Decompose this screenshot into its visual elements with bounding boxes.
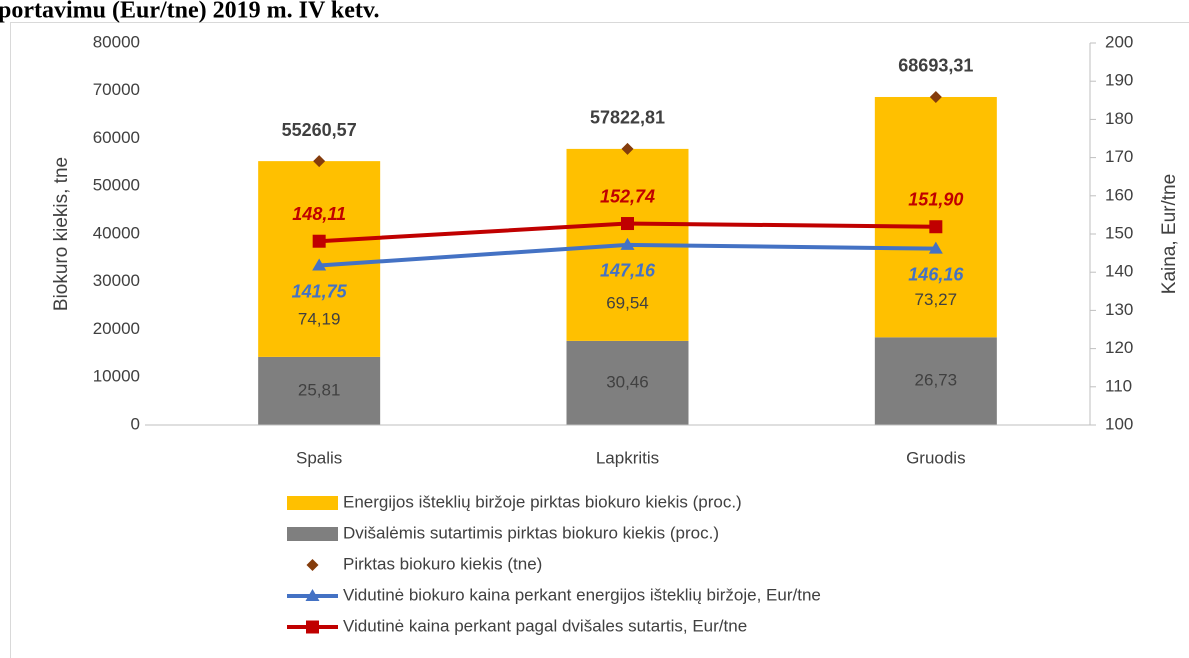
- line-marker: [621, 217, 634, 231]
- y2-tick-label: 140: [1105, 262, 1133, 281]
- legend-swatch: [287, 527, 338, 541]
- x-tick-label: Gruodis: [906, 448, 966, 467]
- total-marker: [929, 90, 942, 103]
- legend-label: Pirktas biokuro kiekis (tne): [343, 554, 542, 573]
- y-tick-label: 60000: [93, 128, 140, 147]
- line-value-label: 151,90: [908, 189, 963, 209]
- bar-segment: [258, 356, 381, 425]
- legend-marker: [305, 589, 320, 601]
- legend-marker: [306, 620, 319, 634]
- line-value-label: 146,16: [908, 264, 964, 284]
- y2-tick-label: 150: [1105, 223, 1133, 242]
- y-tick-label: 80000: [93, 32, 140, 51]
- bar-value-label: 73,27: [915, 290, 958, 309]
- total-value-label: 55260,57: [282, 120, 357, 140]
- y2-tick-label: 160: [1105, 185, 1133, 204]
- line-value-label: 141,75: [292, 281, 348, 301]
- y-tick-label: 50000: [93, 176, 140, 195]
- bar-segment: [874, 96, 997, 338]
- y-tick-label: 0: [131, 414, 140, 433]
- total-marker: [621, 142, 634, 155]
- y2-tick-label: 180: [1105, 109, 1133, 128]
- line-marker: [620, 237, 635, 250]
- bar-value-label: 25,81: [298, 380, 341, 399]
- bar-segment: [566, 340, 689, 425]
- bar-value-label: 74,19: [298, 309, 341, 328]
- y2-tick-label: 170: [1105, 147, 1133, 166]
- x-tick-label: Lapkritis: [596, 448, 659, 467]
- bar-value-label: 26,73: [915, 371, 958, 390]
- legend-label: Dvišalėmis sutartimis pirktas biokuro ki…: [343, 523, 719, 542]
- x-tick-label: Spalis: [296, 448, 342, 467]
- legend-label: Vidutinė kaina perkant pagal dvišales su…: [343, 616, 747, 635]
- y-tick-label: 30000: [93, 271, 140, 290]
- y-tick-label: 70000: [93, 80, 140, 99]
- y2-tick-label: 120: [1105, 338, 1133, 357]
- line-value-label: 152,74: [600, 186, 655, 206]
- bar-segment: [874, 337, 997, 425]
- legend-label: Energijos išteklių biržoje pirktas bioku…: [343, 492, 742, 511]
- chart-title: portavimu (Eur/tne) 2019 m. IV ketv.: [0, 0, 380, 24]
- y2-tick-label: 190: [1105, 71, 1133, 90]
- total-value-label: 68693,31: [898, 56, 973, 76]
- y-tick-label: 10000: [93, 367, 140, 386]
- line-marker: [928, 241, 943, 254]
- y-tick-label: 20000: [93, 319, 140, 338]
- legend-marker: [306, 559, 319, 571]
- legend-label: Vidutinė biokuro kaina perkant energijos…: [343, 585, 821, 604]
- legend-swatch: [287, 496, 338, 510]
- y-tick-label: 40000: [93, 223, 140, 242]
- y2-axis-label: Kaina, Eur/tne: [1159, 174, 1180, 294]
- y2-tick-label: 200: [1105, 32, 1133, 51]
- bar-value-label: 30,46: [606, 372, 649, 391]
- line-value-label: 147,16: [600, 261, 656, 281]
- line-marker: [312, 258, 327, 271]
- total-value-label: 57822,81: [590, 108, 665, 128]
- total-marker: [313, 155, 326, 168]
- y2-tick-label: 110: [1105, 376, 1132, 395]
- y2-tick-label: 130: [1105, 300, 1133, 319]
- bar-value-label: 69,54: [606, 293, 649, 312]
- y2-tick-label: 100: [1105, 414, 1133, 433]
- line-marker: [312, 234, 326, 248]
- line-value-label: 148,11: [292, 204, 346, 224]
- line-marker: [929, 220, 943, 234]
- y-axis-label: Biokuro kiekis, tne: [51, 157, 72, 311]
